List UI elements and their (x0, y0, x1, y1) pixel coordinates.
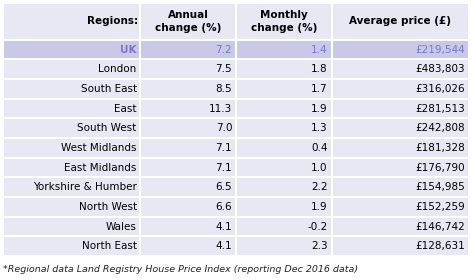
Text: 1.0: 1.0 (311, 163, 328, 173)
Text: £152,259: £152,259 (415, 202, 465, 212)
Text: 7.5: 7.5 (216, 64, 232, 74)
Bar (236, 138, 331, 158)
Bar (141, 138, 236, 158)
Text: 8.5: 8.5 (216, 84, 232, 94)
Bar (331, 118, 469, 138)
Text: 1.9: 1.9 (311, 103, 328, 113)
Bar (331, 217, 469, 236)
Bar (141, 59, 236, 79)
Bar (236, 158, 331, 177)
Bar (3, 177, 141, 197)
Text: Annual
change (%): Annual change (%) (155, 10, 221, 33)
Text: 2.3: 2.3 (311, 241, 328, 251)
Bar (141, 158, 236, 177)
Bar (3, 3, 141, 40)
Text: 4.1: 4.1 (216, 222, 232, 232)
Bar (141, 3, 236, 40)
Bar (236, 99, 331, 118)
Bar (141, 217, 236, 236)
Text: £154,985: £154,985 (415, 182, 465, 192)
Bar (331, 3, 469, 40)
Bar (331, 40, 469, 59)
Bar (3, 59, 141, 79)
Bar (236, 118, 331, 138)
Text: £146,742: £146,742 (415, 222, 465, 232)
Text: 7.2: 7.2 (216, 44, 232, 54)
Text: West Midlands: West Midlands (61, 143, 137, 153)
Text: £181,328: £181,328 (415, 143, 465, 153)
Text: 7.1: 7.1 (216, 143, 232, 153)
Text: £128,631: £128,631 (415, 241, 465, 251)
Bar (331, 177, 469, 197)
Bar (331, 99, 469, 118)
Bar (141, 197, 236, 217)
Text: 1.9: 1.9 (311, 202, 328, 212)
Text: 6.6: 6.6 (216, 202, 232, 212)
Text: £316,026: £316,026 (416, 84, 465, 94)
Bar (3, 79, 141, 99)
Text: East Midlands: East Midlands (64, 163, 137, 173)
Text: 1.7: 1.7 (311, 84, 328, 94)
Text: North East: North East (82, 241, 137, 251)
Text: £281,513: £281,513 (415, 103, 465, 113)
Bar (331, 236, 469, 256)
Bar (236, 40, 331, 59)
Bar (236, 177, 331, 197)
Bar (141, 99, 236, 118)
Text: UK: UK (120, 44, 137, 54)
Bar (3, 197, 141, 217)
Bar (3, 217, 141, 236)
Text: *Regional data Land Registry House Price Index (reporting Dec 2016 data): *Regional data Land Registry House Price… (3, 264, 358, 274)
Bar (3, 99, 141, 118)
Text: 1.4: 1.4 (311, 44, 328, 54)
Text: £176,790: £176,790 (416, 163, 465, 173)
Text: 6.5: 6.5 (216, 182, 232, 192)
Text: -0.2: -0.2 (307, 222, 328, 232)
Bar (331, 79, 469, 99)
Text: 7.0: 7.0 (216, 123, 232, 133)
Text: Regions:: Regions: (87, 16, 138, 26)
Bar (236, 217, 331, 236)
Bar (141, 118, 236, 138)
Text: London: London (99, 64, 137, 74)
Text: Wales: Wales (106, 222, 137, 232)
Text: Average price (£): Average price (£) (349, 16, 451, 26)
Text: 1.3: 1.3 (311, 123, 328, 133)
Bar (3, 158, 141, 177)
Text: Monthly
change (%): Monthly change (%) (251, 10, 317, 33)
Bar (3, 118, 141, 138)
Text: 1.8: 1.8 (311, 64, 328, 74)
Bar (141, 79, 236, 99)
Text: £219,544: £219,544 (415, 44, 465, 54)
Bar (331, 197, 469, 217)
Bar (141, 236, 236, 256)
Bar (3, 138, 141, 158)
Text: 7.1: 7.1 (216, 163, 232, 173)
Bar (236, 236, 331, 256)
Bar (331, 138, 469, 158)
Bar (236, 79, 331, 99)
Bar (3, 236, 141, 256)
Bar (141, 177, 236, 197)
Text: 2.2: 2.2 (311, 182, 328, 192)
Text: South East: South East (81, 84, 137, 94)
Text: 4.1: 4.1 (216, 241, 232, 251)
Bar (141, 40, 236, 59)
Bar (236, 197, 331, 217)
Bar (331, 158, 469, 177)
Bar (3, 40, 141, 59)
Bar (236, 3, 331, 40)
Text: Yorkshire & Humber: Yorkshire & Humber (33, 182, 137, 192)
Text: South West: South West (77, 123, 137, 133)
Text: North West: North West (78, 202, 137, 212)
Text: East: East (114, 103, 137, 113)
Text: 11.3: 11.3 (209, 103, 232, 113)
Text: £483,803: £483,803 (416, 64, 465, 74)
Text: £242,808: £242,808 (416, 123, 465, 133)
Bar (236, 59, 331, 79)
Bar (331, 59, 469, 79)
Text: 0.4: 0.4 (311, 143, 328, 153)
